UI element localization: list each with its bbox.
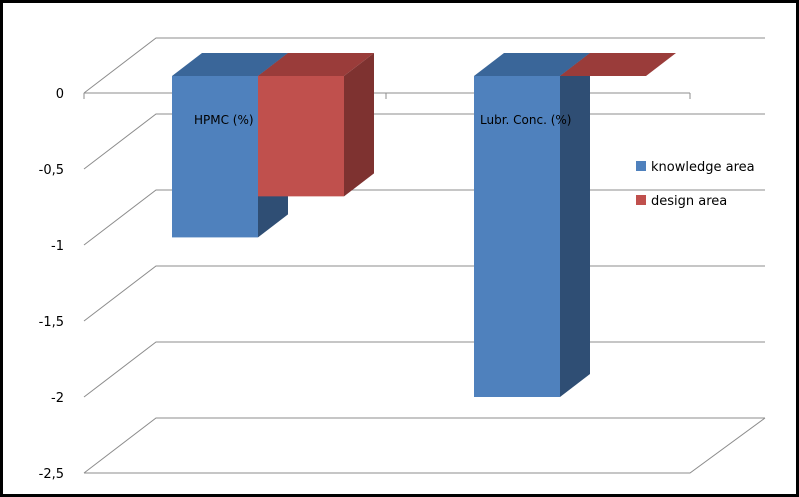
bar-side-design: [344, 53, 374, 197]
bar-knowledge: [474, 76, 560, 397]
y-tick-label: -0,5: [39, 163, 64, 178]
bar-design: [258, 76, 344, 197]
gridline: [83, 37, 765, 94]
gridline: [83, 417, 765, 474]
gridline: [83, 341, 765, 398]
y-tick-label: -2,5: [39, 467, 64, 482]
y-tick-label: -1,5: [39, 315, 64, 330]
bar-knowledge: [172, 76, 258, 238]
legend-swatch-knowledge: [636, 161, 646, 171]
category-label: HPMC (%): [194, 113, 254, 127]
legend-swatch-design: [636, 195, 646, 205]
bar-top-knowledge: [474, 53, 590, 76]
bar-top-knowledge: [172, 53, 288, 76]
category-label: Lubr. Conc. (%): [480, 113, 571, 127]
bar-top-design: [258, 53, 374, 76]
legend-label: knowledge area: [651, 160, 755, 175]
floor-edge: [84, 417, 766, 474]
legend-label: design area: [651, 194, 727, 209]
y-tick-label: -1: [51, 239, 64, 254]
gridline: [83, 265, 765, 322]
y-tick-label: -2: [51, 391, 64, 406]
bar-side-knowledge: [560, 53, 590, 397]
bar-top-design: [560, 53, 676, 76]
y-tick-label: 0: [56, 87, 64, 102]
